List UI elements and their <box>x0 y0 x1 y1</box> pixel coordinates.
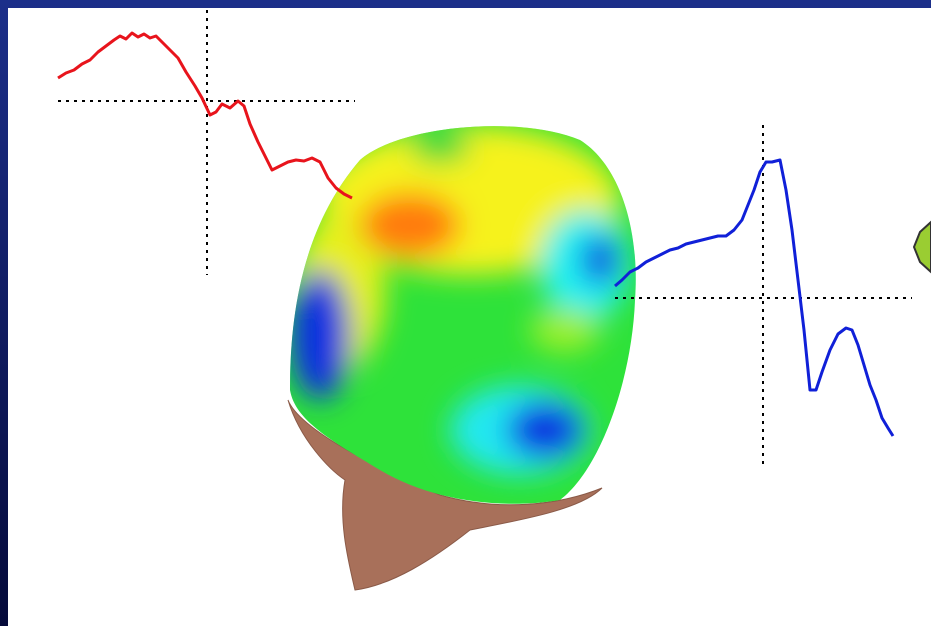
page: (() => { const data = JSON.parse(documen… <box>0 0 931 626</box>
blob-blue-right <box>582 235 618 285</box>
blob-blue-bottom <box>507 402 583 458</box>
figure <box>0 0 931 626</box>
blob-orange <box>360 193 460 257</box>
blob-lime <box>530 308 600 352</box>
